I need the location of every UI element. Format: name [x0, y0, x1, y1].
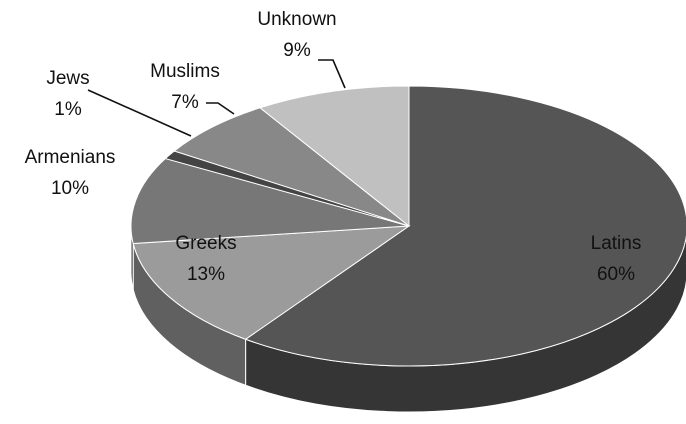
slice-label-latins-pct: 60% [597, 264, 635, 285]
slice-latins [244, 85, 686, 367]
slice-muslims [173, 107, 410, 227]
slice-label-armenians-name: Armenians [25, 147, 116, 168]
slice-label-muslims-name: Muslims [150, 61, 220, 82]
slice-labels: Latins 60% Greeks 13% Armenians 10% Jews… [25, 9, 642, 285]
leader-line-muslims [206, 102, 235, 115]
slice-label-greeks-name: Greeks [175, 233, 236, 254]
slice-label-unknown-name: Unknown [257, 9, 336, 30]
slice-label-latins-name: Latins [591, 233, 642, 254]
slice-label-jews-pct: 1% [54, 99, 82, 120]
slice-greeks [132, 225, 411, 340]
leader-line-jews [87, 89, 192, 137]
slice-label-greeks-pct: 13% [187, 264, 225, 285]
slice-label-unknown-pct: 9% [283, 40, 311, 61]
slice-armenians [130, 157, 410, 245]
pie-slices [130, 85, 686, 367]
slice-label-muslims-pct: 7% [171, 92, 199, 113]
slice-unknown [258, 85, 410, 228]
leader-line-unknown [318, 59, 346, 89]
leader-lines [87, 59, 346, 137]
slice-label-jews-name: Jews [46, 68, 89, 89]
slice-label-armenians-pct: 10% [51, 178, 89, 199]
